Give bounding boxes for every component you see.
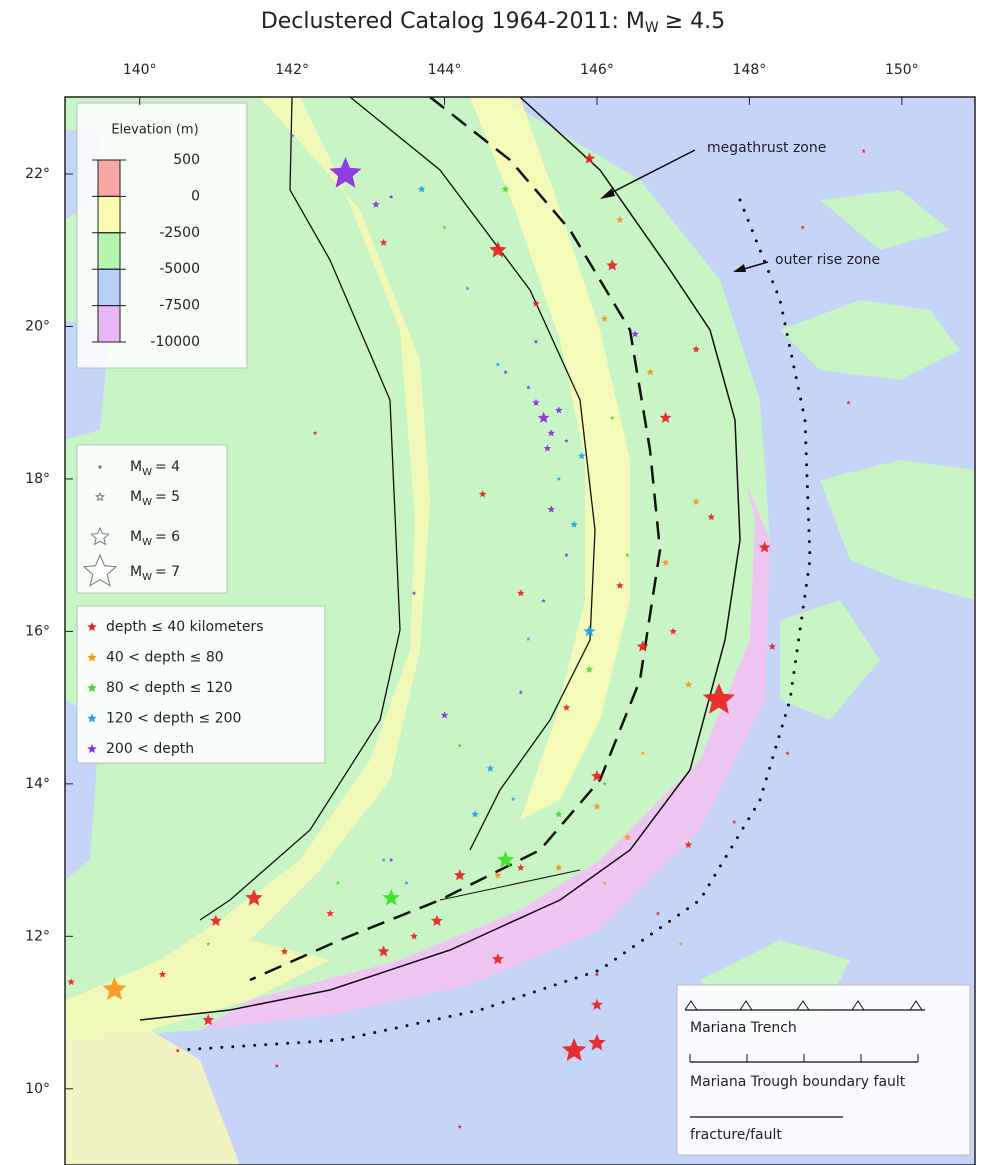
- map-figure: Declustered Catalog 1964-2011: MW≥ 4.5 m…: [0, 0, 987, 1165]
- x-tick-label: 142°: [275, 62, 309, 78]
- magnitude-subscript: W: [142, 537, 152, 548]
- colorbar-segment: [98, 269, 120, 305]
- y-tick-label: 16°: [25, 623, 50, 639]
- magnitude-symbol-text: M: [130, 564, 142, 580]
- x-tick-label: 146°: [580, 62, 614, 78]
- depth-label: 40 < depth ≤ 80: [106, 650, 224, 666]
- y-tick-label: 22°: [25, 166, 50, 182]
- annotation: outer rise zone: [775, 252, 880, 268]
- magnitude-symbol: [99, 466, 102, 468]
- magnitude-value-label: = 6: [155, 529, 180, 545]
- y-tick-label: 20°: [25, 318, 50, 334]
- title-main: Declustered Catalog 1964-2011: M: [261, 9, 645, 34]
- legend-label: fracture/fault: [690, 1127, 782, 1143]
- colorbar-label: 0: [191, 188, 200, 204]
- depth-label: 80 < depth ≤ 120: [106, 680, 233, 696]
- magnitude-symbol-text: M: [130, 529, 142, 545]
- legend-title: Elevation (m): [111, 123, 198, 138]
- colorbar-label: -7500: [159, 298, 200, 314]
- annotation: megathrust zone: [707, 140, 826, 156]
- x-tick-label: 148°: [733, 62, 767, 78]
- magnitude-subscript: W: [142, 497, 152, 508]
- x-tick-label: 140°: [123, 62, 157, 78]
- title-rest: ≥ 4.5: [665, 9, 725, 34]
- colorbar-label: -10000: [150, 334, 200, 350]
- magnitude-symbol-text: M: [130, 489, 142, 505]
- y-tick-label: 10°: [25, 1081, 50, 1097]
- x-tick-label: 144°: [428, 62, 462, 78]
- depth-label: 200 < depth: [106, 741, 194, 757]
- y-tick-label: 18°: [25, 471, 50, 487]
- magnitude-value-label: = 4: [155, 459, 180, 475]
- colorbar-segment: [98, 306, 120, 342]
- magnitude-subscript: W: [142, 467, 152, 478]
- depth-label: 120 < depth ≤ 200: [106, 711, 241, 727]
- magnitude-value-label: = 7: [155, 564, 180, 580]
- colorbar-segment: [98, 196, 120, 232]
- colorbar-label: 500: [173, 152, 200, 168]
- magnitude-legend: MW= 4MW= 5MW= 6MW= 7: [77, 445, 227, 593]
- title: Declustered Catalog 1964-2011: MW ≥ 4.5: [261, 9, 725, 36]
- magnitude-value-label: = 5: [155, 489, 180, 505]
- elevation-legend: Elevation (m) 500 0 -2500 -5000 -7500 -10000: [77, 103, 247, 368]
- colorbar-segment: [98, 160, 120, 196]
- depth-label: depth ≤ 40 kilometers: [106, 619, 264, 635]
- legend-label: Mariana Trench: [690, 1020, 797, 1036]
- x-tick-label: 150°: [885, 62, 919, 78]
- depth-legend: depth ≤ 40 kilometers 40 < depth ≤ 80 80 <…: [77, 606, 325, 763]
- y-tick-label: 14°: [25, 776, 50, 792]
- feature-legend: Mariana Trench Mariana Trough boundary f…: [677, 985, 970, 1155]
- magnitude-symbol-text: M: [130, 459, 142, 475]
- magnitude-subscript: W: [142, 572, 152, 583]
- colorbar-label: -5000: [159, 261, 200, 277]
- legend-label: Mariana Trough boundary fault: [690, 1074, 906, 1090]
- y-tick-label: 12°: [25, 928, 50, 944]
- colorbar-label: -2500: [159, 225, 200, 241]
- title-subscript: W: [645, 20, 659, 36]
- colorbar-segment: [98, 233, 120, 269]
